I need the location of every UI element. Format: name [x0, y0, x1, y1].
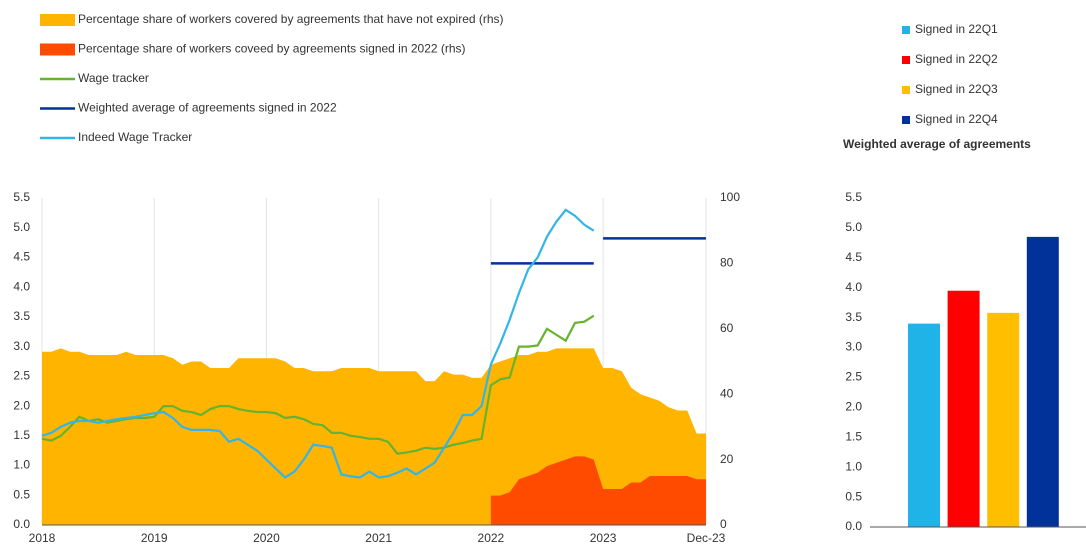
- y-tick-label: 4.0: [13, 279, 30, 293]
- y-tick-label: 1.5: [13, 428, 30, 442]
- chart-title: Weighted average of agreements: [843, 137, 1031, 151]
- y-tick-label: 4.5: [845, 250, 862, 264]
- y-tick-label: 3.0: [845, 340, 862, 354]
- y2-tick-label: 0: [720, 517, 727, 531]
- bar: [987, 312, 1020, 527]
- legend-swatch: [902, 116, 910, 124]
- y-tick-label: 4.0: [845, 280, 862, 294]
- y-tick-label: 2.5: [13, 369, 30, 383]
- y-tick-label: 4.5: [13, 250, 30, 264]
- y-tick-label: 0.5: [845, 489, 862, 503]
- legend-swatch: [902, 26, 910, 34]
- line: [41, 314, 595, 455]
- y-tick-label: 0.0: [845, 519, 862, 533]
- legend-label: Weighted average of agreements signed in…: [78, 101, 337, 115]
- bar: [1026, 236, 1059, 527]
- y-tick-label: 1.0: [845, 459, 862, 473]
- y2-tick-label: 60: [720, 321, 734, 335]
- x-tick-label: 2020: [253, 531, 280, 545]
- legend-swatch: [902, 86, 910, 94]
- y2-tick-label: 20: [720, 452, 734, 466]
- legend-swatch: [40, 43, 75, 56]
- legend-swatch: [902, 56, 910, 64]
- y-tick-label: 2.0: [845, 400, 862, 414]
- y-tick-label: 5.5: [845, 190, 862, 204]
- y-tick-label: 3.5: [13, 309, 30, 323]
- y2-tick-label: 100: [720, 190, 740, 204]
- y-tick-label: 2.5: [845, 370, 862, 384]
- y-tick-label: 1.0: [13, 458, 30, 472]
- x-tick-label: 2019: [141, 531, 168, 545]
- y-tick-label: 3.0: [13, 339, 30, 353]
- legend-label: Signed in 22Q4: [915, 112, 998, 126]
- line: [41, 208, 595, 479]
- y-tick-label: 5.0: [845, 220, 862, 234]
- y-tick-label: 1.5: [845, 429, 862, 443]
- y-tick-label: 3.5: [845, 310, 862, 324]
- legend-label: Indeed Wage Tracker: [78, 130, 192, 144]
- x-tick-label: 2023: [590, 531, 617, 545]
- legend-label: Wage tracker: [78, 71, 149, 85]
- x-tick-label: 2021: [365, 531, 392, 545]
- legend-label: Signed in 22Q1: [915, 22, 998, 36]
- legend-label: Signed in 22Q3: [915, 82, 998, 96]
- y-tick-label: 0.0: [13, 517, 30, 531]
- area: [490, 456, 706, 525]
- x-tick-label: 2022: [478, 531, 505, 545]
- x-tick-label: Dec-23: [687, 531, 726, 545]
- legend-label: Signed in 22Q2: [915, 52, 998, 66]
- legend-swatch: [40, 14, 75, 26]
- y-tick-label: 0.5: [13, 487, 30, 501]
- bar: [908, 323, 940, 527]
- y2-tick-label: 40: [720, 386, 734, 400]
- y-tick-label: 5.5: [13, 190, 30, 204]
- y-tick-label: 2.0: [13, 398, 30, 412]
- x-tick-label: 2018: [29, 531, 56, 545]
- legend-label: Percentage share of workers coveed by ag…: [78, 42, 466, 56]
- bar: [947, 290, 980, 527]
- legend-label: Percentage share of workers covered by a…: [78, 12, 504, 26]
- y2-tick-label: 80: [720, 256, 734, 270]
- y-tick-label: 5.0: [13, 220, 30, 234]
